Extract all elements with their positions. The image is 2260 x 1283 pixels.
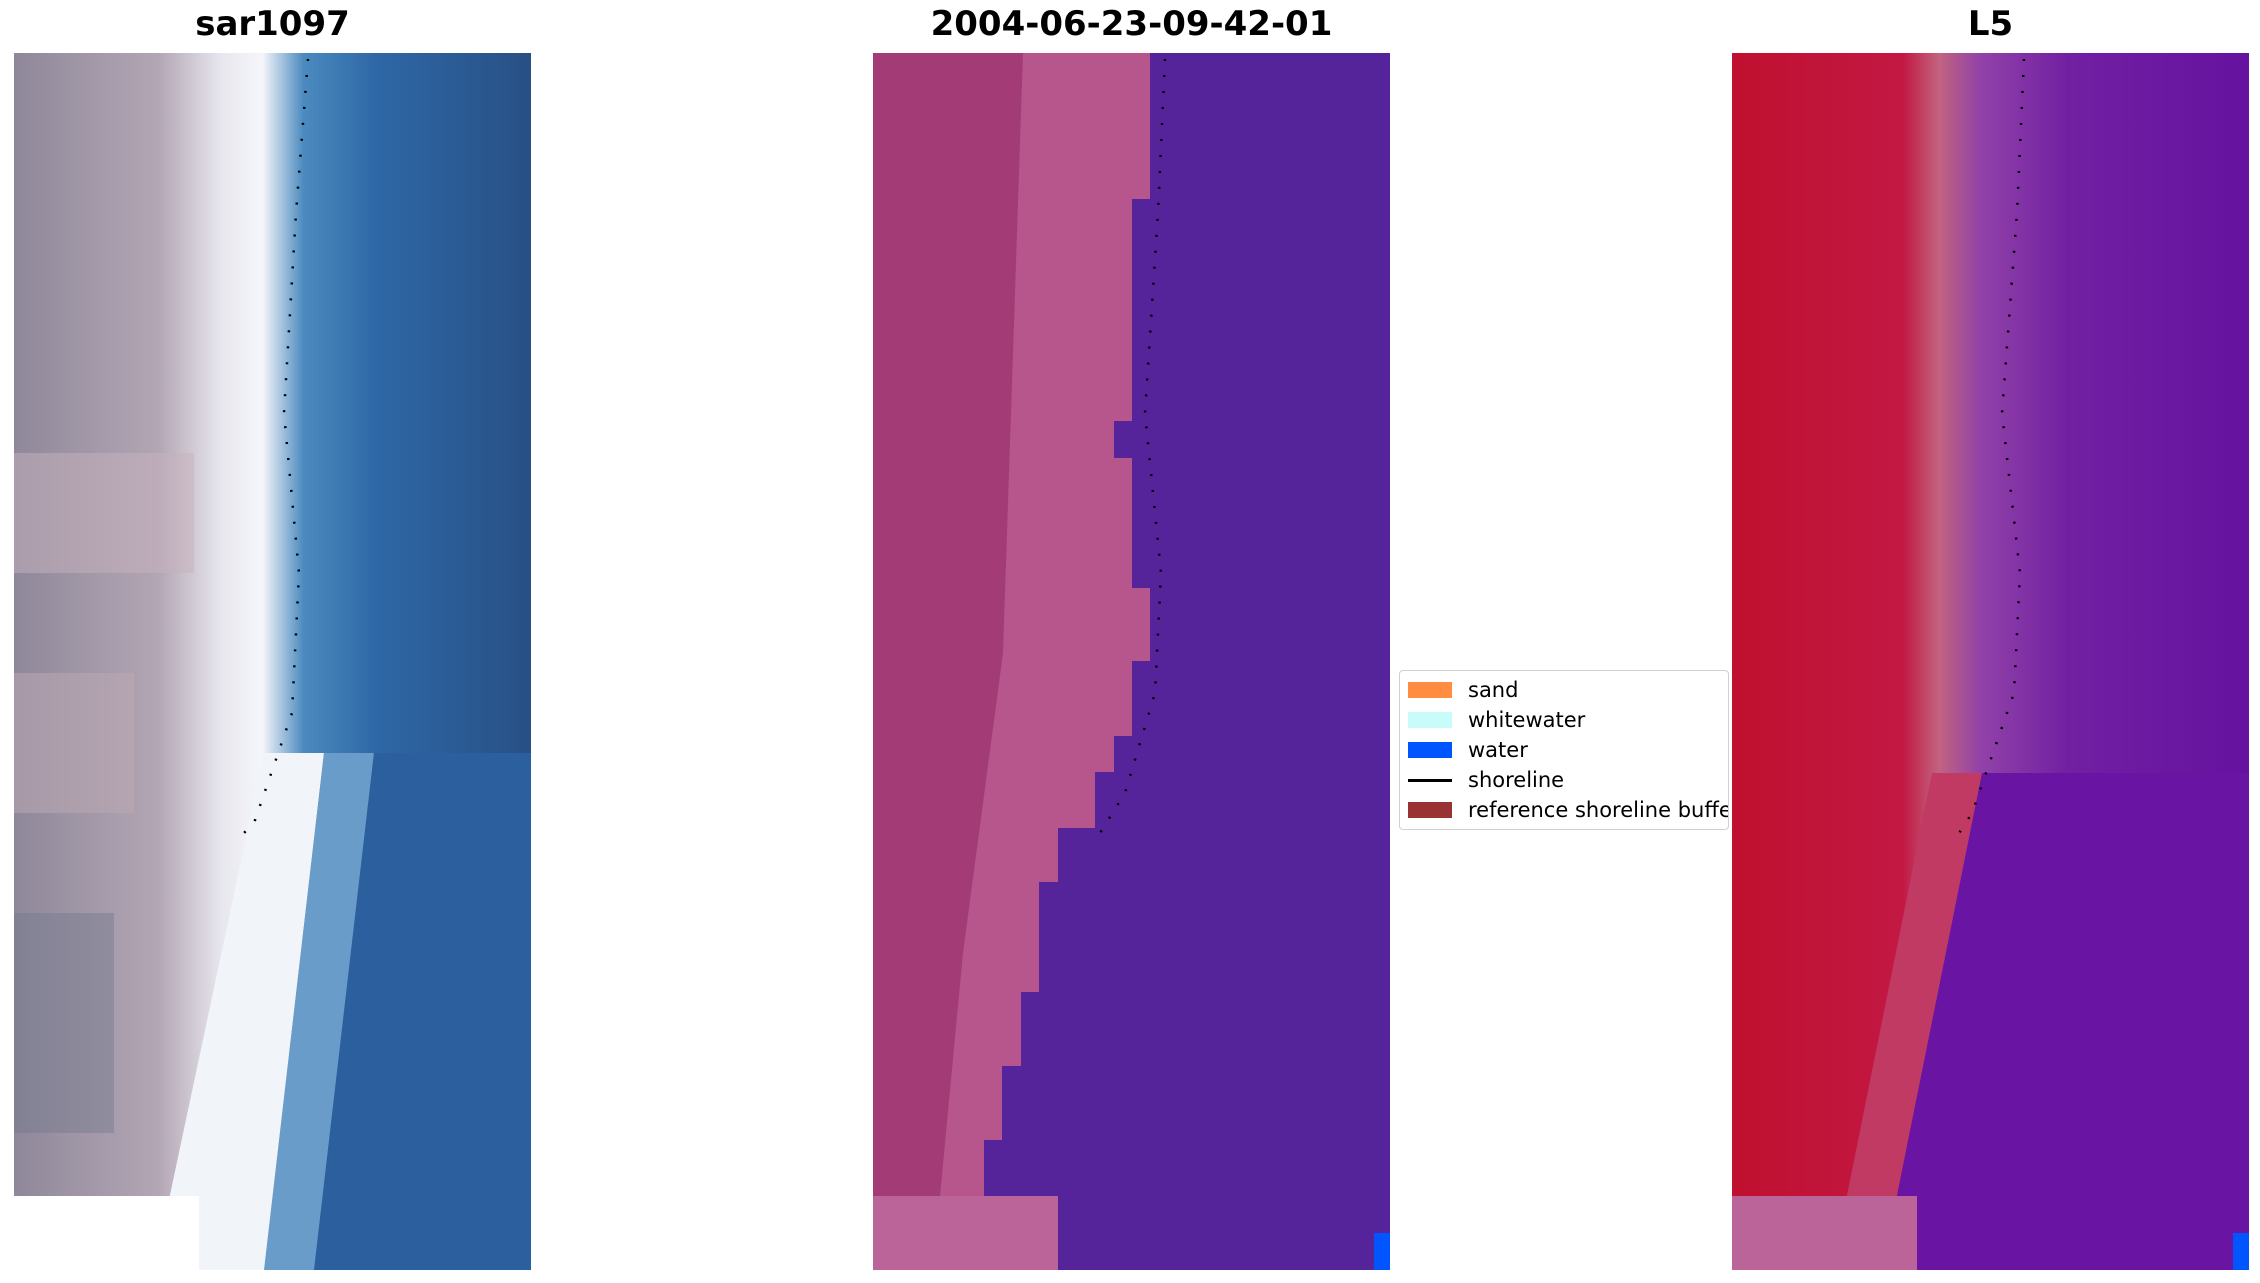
sand-swatch: [1408, 682, 1452, 698]
shoreline-swatch: [1408, 778, 1452, 782]
legend-item-whitewater: whitewater: [1408, 705, 1585, 735]
index-image: [1732, 53, 2249, 1270]
legend-label: shoreline: [1468, 768, 1565, 792]
legend-label: whitewater: [1468, 708, 1586, 732]
index-panel: [1732, 53, 2249, 1270]
whitewater-swatch: [1408, 712, 1452, 728]
legend-item-water: water: [1408, 735, 1528, 765]
classification-panel: [873, 53, 1390, 1270]
legend-label: sand: [1468, 678, 1519, 702]
nodata-area: [14, 1196, 199, 1270]
rgb-image: [14, 53, 531, 1270]
rgb-image-panel: [14, 53, 531, 1270]
panel-title-index: L5: [1967, 4, 2014, 44]
buffer-corner: [873, 1196, 1058, 1270]
legend-item-sand: sand: [1408, 675, 1518, 705]
buffer-swatch: [1408, 802, 1452, 818]
legend-item-reference-buffer: reference shoreline buffer: [1408, 795, 1729, 825]
panel-title-classification: 2004-06-23-09-42-01: [930, 4, 1333, 44]
water-pixel: [2233, 1233, 2249, 1270]
legend: sand whitewater water shoreline referenc…: [1399, 670, 1729, 830]
legend-label: water: [1468, 738, 1528, 762]
water-pixel: [1374, 1233, 1390, 1270]
classification-image: [873, 53, 1390, 1270]
legend-item-shoreline: shoreline: [1408, 765, 1564, 795]
water-swatch: [1408, 742, 1452, 758]
panel-title-rgb: sar1097: [195, 4, 350, 44]
legend-label: reference shoreline buffer: [1468, 798, 1729, 822]
buffer-corner: [1732, 1196, 1917, 1270]
